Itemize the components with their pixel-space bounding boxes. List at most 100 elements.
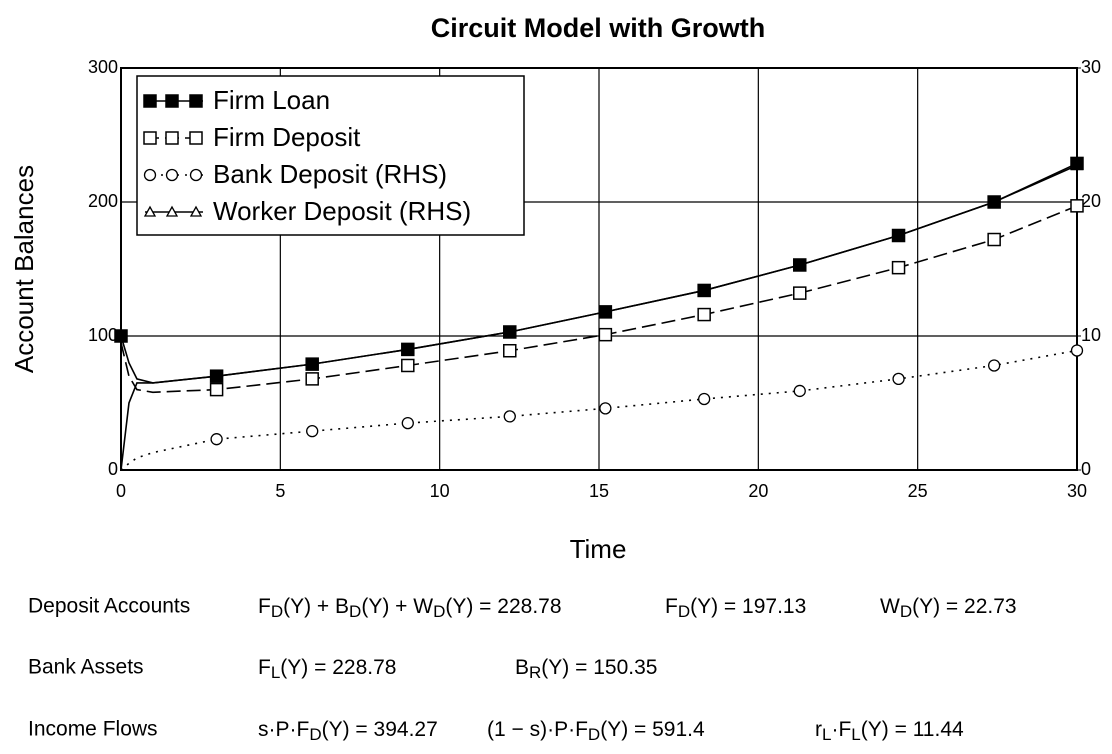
- subscript: D: [349, 602, 361, 621]
- formula: s·P·FD(Y) = 394.27: [258, 718, 438, 745]
- legend-marker: [143, 94, 157, 108]
- marker: [503, 343, 517, 358]
- series-line: [120, 205, 1078, 394]
- marker: [793, 258, 807, 272]
- subscript: D: [433, 602, 445, 621]
- legend-marker: [165, 94, 179, 108]
- formula-text: (Y) = 22.73: [912, 595, 1016, 618]
- y-tick-label: 200: [88, 191, 118, 211]
- marker: [892, 372, 905, 386]
- legend-label: Worker Deposit (RHS): [213, 196, 471, 226]
- marker: [1070, 344, 1084, 357]
- marker: [697, 307, 711, 322]
- formula: (1 − s)·P·FD(Y) = 591.4: [487, 718, 705, 745]
- y2-tick-label: 20: [1081, 191, 1101, 211]
- legend-marker: [189, 168, 203, 182]
- subscript: L: [822, 725, 831, 744]
- legend-label: Firm Deposit: [213, 122, 361, 152]
- y-tick-label: 0: [108, 459, 118, 479]
- series-line: [120, 162, 1078, 384]
- legend-marker: [143, 168, 157, 182]
- subscript: D: [271, 602, 283, 621]
- formula-text: (Y) + B: [283, 595, 349, 618]
- y-axis-label: Account Balances: [9, 165, 39, 373]
- subscript: L: [271, 663, 280, 682]
- x-tick-label: 25: [908, 481, 928, 501]
- marker: [209, 382, 224, 397]
- formula-text: B: [515, 656, 529, 679]
- marker: [503, 325, 517, 339]
- formula-text: F: [258, 656, 271, 679]
- legend-label: Firm Loan: [213, 85, 330, 115]
- y2-tick-label: 10: [1081, 325, 1101, 345]
- legend-marker: [165, 168, 179, 182]
- legend-marker: [143, 131, 157, 145]
- marker: [305, 357, 319, 371]
- marker: [210, 433, 223, 446]
- formula-text: r: [815, 718, 822, 741]
- formula-text: F: [258, 595, 271, 618]
- formula: BR(Y) = 150.35: [515, 656, 657, 683]
- formula-text: s·P·F: [258, 718, 309, 741]
- legend-marker: [165, 131, 179, 145]
- formula-text: (1 − s)·P·F: [487, 718, 588, 741]
- result-label: Income Flows: [28, 718, 158, 741]
- marker: [401, 416, 414, 430]
- formula-text: ·F: [831, 718, 851, 741]
- x-tick-label: 30: [1067, 481, 1087, 501]
- formula-text: F: [665, 595, 678, 618]
- formula-text: (Y) = 197.13: [690, 595, 806, 618]
- subscript: D: [309, 725, 321, 744]
- subscript: D: [588, 725, 600, 744]
- subscript: L: [851, 725, 860, 744]
- legend-marker: [189, 131, 203, 145]
- marker: [793, 384, 806, 398]
- y-tick-label: 300: [88, 57, 118, 77]
- marker: [793, 286, 807, 300]
- result-label: Bank Assets: [28, 656, 144, 679]
- legend-marker: [189, 94, 203, 108]
- marker: [891, 260, 906, 275]
- series-line: [120, 349, 1078, 471]
- marker: [305, 372, 319, 386]
- formula: WD(Y) = 22.73: [880, 595, 1017, 622]
- marker: [503, 410, 516, 423]
- formula-text: (Y) = 11.44: [861, 718, 964, 741]
- marker: [599, 402, 612, 415]
- marker: [306, 424, 319, 438]
- formula-text: (Y) = 150.35: [541, 656, 657, 679]
- marker: [891, 228, 906, 243]
- legend-marker: [189, 205, 203, 217]
- plot-frame: [120, 67, 1078, 471]
- x-tick-label: 0: [116, 481, 126, 501]
- marker: [987, 359, 1001, 372]
- legend-marker: [165, 205, 179, 217]
- formula: rL·FL(Y) = 11.44: [815, 718, 964, 745]
- marker: [1070, 156, 1084, 171]
- marker: [987, 195, 1001, 209]
- subscript: D: [678, 602, 690, 621]
- marker: [698, 392, 711, 406]
- result-label: Deposit Accounts: [28, 595, 190, 618]
- x-tick-label: 15: [589, 481, 609, 501]
- subscript: D: [900, 602, 912, 621]
- formula-text: (Y) = 228.78: [280, 656, 396, 679]
- x-tick-label: 20: [748, 481, 768, 501]
- marker: [987, 232, 1001, 247]
- marker: [598, 327, 613, 342]
- y-tick-label: 100: [88, 325, 118, 345]
- marker: [401, 358, 415, 373]
- formula-text: (Y) + W: [361, 595, 433, 618]
- x-tick-label: 10: [430, 481, 450, 501]
- formula: FD(Y) = 197.13: [665, 595, 806, 622]
- formula-text: (Y) = 394.27: [322, 718, 438, 741]
- formula-text: W: [880, 595, 900, 618]
- x-tick-label: 5: [275, 481, 285, 501]
- formula-text: (Y) = 228.78: [445, 595, 561, 618]
- x-axis-label: Time: [570, 534, 627, 564]
- y2-tick-label: 30: [1081, 57, 1101, 77]
- formula: FL(Y) = 228.78: [258, 656, 396, 683]
- marker: [1070, 199, 1084, 213]
- marker: [697, 283, 711, 298]
